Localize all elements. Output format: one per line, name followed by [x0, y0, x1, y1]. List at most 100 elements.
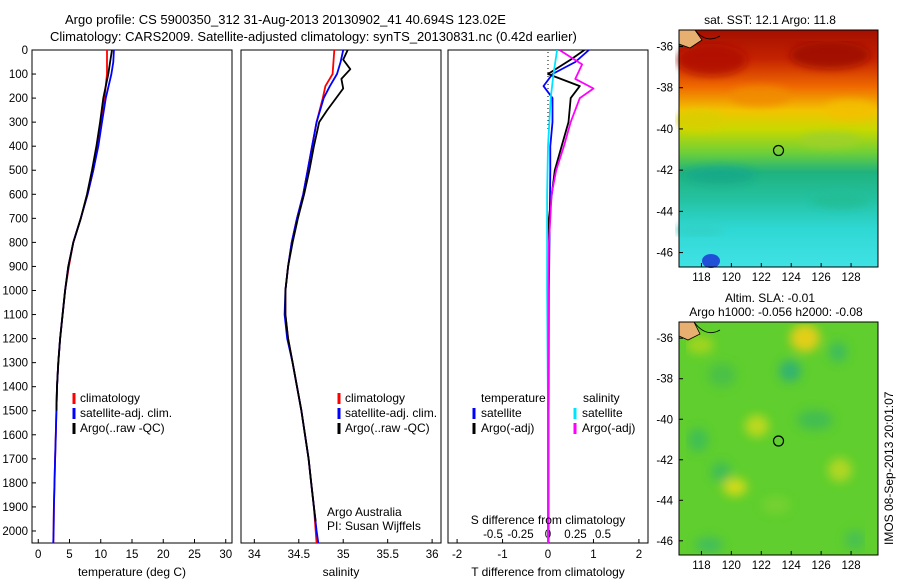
lat-tick-label: -42 [656, 455, 673, 467]
lon-tick-label: 128 [841, 560, 860, 572]
x-tick-label: -1 [497, 549, 507, 561]
legend-header-temperature: temperature [481, 391, 546, 405]
x-tick-label: 0 [35, 549, 41, 561]
coastline [694, 29, 721, 40]
annotation-pi: PI: Susan Wijffels [327, 519, 421, 533]
lon-tick-label: 126 [812, 272, 831, 284]
imos-timestamp: IMOS 08-Sep-2013 20:01:07 [882, 391, 896, 545]
s-diff-tick-label: -0.25 [507, 529, 533, 541]
s-diff-tick-label: 0.25 [564, 529, 586, 541]
temperature-axis-label: temperature (deg C) [78, 565, 186, 579]
x-tick-label: 5 [66, 549, 72, 561]
depth-tick-label: 1800 [2, 478, 28, 490]
temperature-panel: 0100200300400500600700800900100011001200… [2, 45, 233, 579]
x-tick-label: 25 [188, 549, 201, 561]
lat-tick-label: -36 [656, 333, 673, 345]
depth-tick-label: 300 [9, 117, 28, 129]
lon-tick-label: 124 [782, 560, 802, 572]
sla-heatmap [678, 321, 878, 555]
legend-label-argo: Argo(..raw -QC) [345, 421, 430, 435]
sst-latitude-ticks: -36 -38 -40 -42 -44 -46 [656, 41, 683, 260]
legend-label-t-satellite: satellite [481, 406, 522, 420]
lat-tick-label: -46 [656, 248, 673, 260]
temperature-axis-ticks: 0 5 10 15 20 25 30 [35, 539, 232, 561]
series-line-argo-adj- [547, 50, 595, 543]
depth-tick-label: 400 [9, 141, 28, 153]
temperature-plot-frame [31, 49, 233, 544]
legend-label-t-argo: Argo(-adj) [481, 421, 534, 435]
sla-longitude-ticks: 118 120 122 124 126 128 [692, 551, 861, 572]
lat-tick-label: -36 [656, 41, 673, 53]
sst-heatmap [675, 29, 878, 268]
sst-map-title: sat. SST: 12.1 Argo: 11.8 [704, 13, 836, 27]
depth-tick-label: 1300 [2, 358, 28, 370]
legend-label-s-argo: Argo(-adj) [582, 421, 635, 435]
lon-tick-label: 126 [812, 560, 831, 572]
lon-tick-label: 122 [752, 560, 771, 572]
x-tick-label: 0 [545, 549, 551, 561]
lat-tick-label: -38 [656, 83, 673, 95]
x-tick-label: 30 [219, 549, 232, 561]
cold-patch [702, 254, 720, 268]
salinity-legend: climatology satellite-adj. clim. Argo(..… [337, 391, 437, 435]
difference-legend: temperature salinity satellite Argo(-adj… [472, 391, 635, 435]
annotation-argo-australia: Argo Australia [327, 505, 402, 519]
lon-tick-label: 124 [782, 272, 802, 284]
depth-tick-label: 1100 [3, 310, 28, 322]
sst-map-frame [678, 29, 879, 268]
depth-tick-label: 100 [9, 69, 28, 81]
s-difference-axis-label: S difference from climatology [471, 513, 626, 527]
lat-tick-label: -44 [656, 495, 673, 507]
lat-tick-label: -38 [656, 374, 673, 386]
x-tick-label: 35 [337, 549, 350, 561]
depth-tick-label: 600 [9, 189, 28, 201]
argo-location-marker [772, 144, 785, 157]
depth-tick-label: 1000 [2, 285, 28, 297]
depth-tick-label: 0 [22, 45, 28, 57]
lat-tick-label: -40 [656, 414, 673, 426]
sst-map-panel: sat. SST: 12.1 Argo: 11.8 -36 -38 -40 -42 -4… [656, 13, 879, 284]
x-tick-label: 10 [94, 549, 107, 561]
x-tick-label: 35.5 [376, 549, 398, 561]
x-tick-label: 1 [590, 549, 596, 561]
sla-map-title-2: Argo h1000: -0.056 h2000: -0.08 [689, 305, 863, 319]
salinity-plot-frame [240, 49, 442, 544]
difference-series [542, 50, 595, 543]
header-line-1: Argo profile: CS 5900350_312 31-Aug-2013… [65, 12, 506, 27]
depth-axis-ticks: 0 100 200 300 400 500 600 700 800 900 1000 1100 1200… [2, 45, 36, 538]
depth-tick-label: 1400 [2, 382, 28, 394]
lon-tick-label: 122 [752, 272, 771, 284]
legend-label-climatology: climatology [345, 391, 405, 405]
lon-tick-label: 120 [722, 560, 741, 572]
x-tick-label: 34.5 [288, 549, 310, 561]
depth-tick-label: 1900 [2, 502, 28, 514]
depth-tick-label: 800 [9, 237, 28, 249]
depth-tick-label: 700 [9, 213, 28, 225]
lat-tick-label: -44 [656, 206, 673, 218]
lon-tick-label: 118 [692, 272, 710, 284]
salinity-axis-label: salinity [323, 565, 360, 579]
t-difference-axis-ticks: -2 -1 0 1 2 [452, 539, 642, 561]
legend-label-s-satellite: satellite [582, 406, 623, 420]
lat-tick-label: -40 [656, 124, 673, 136]
series-line-argo-raw-qc- [55, 50, 113, 411]
sla-map-frame [678, 321, 879, 556]
series-line-argo-raw-qc- [284, 50, 352, 522]
sst-longitude-ticks: 118 120 122 124 126 128 [692, 263, 861, 284]
legend-header-salinity: salinity [583, 391, 620, 405]
lat-tick-label: -46 [656, 536, 673, 548]
lon-tick-label: 120 [722, 272, 741, 284]
x-tick-label: -2 [452, 549, 462, 561]
temperature-series [52, 50, 115, 543]
s-diff-tick-label: 0.5 [595, 529, 611, 541]
argo-location-marker [772, 435, 785, 447]
depth-tick-label: 500 [9, 165, 28, 177]
depth-tick-label: 1600 [2, 430, 28, 442]
depth-tick-label: 900 [9, 261, 28, 273]
depth-tick-label: 200 [9, 93, 28, 105]
difference-panel: -2 -1 0 1 2 -0.5 -0.25 0 0.25 0.5 temperature sa… [447, 49, 649, 579]
legend-label-satellite: satellite-adj. clim. [345, 406, 437, 420]
header-line-2: Climatology: CARS2009. Satellite-adjuste… [50, 29, 577, 44]
lon-tick-label: 128 [841, 272, 860, 284]
